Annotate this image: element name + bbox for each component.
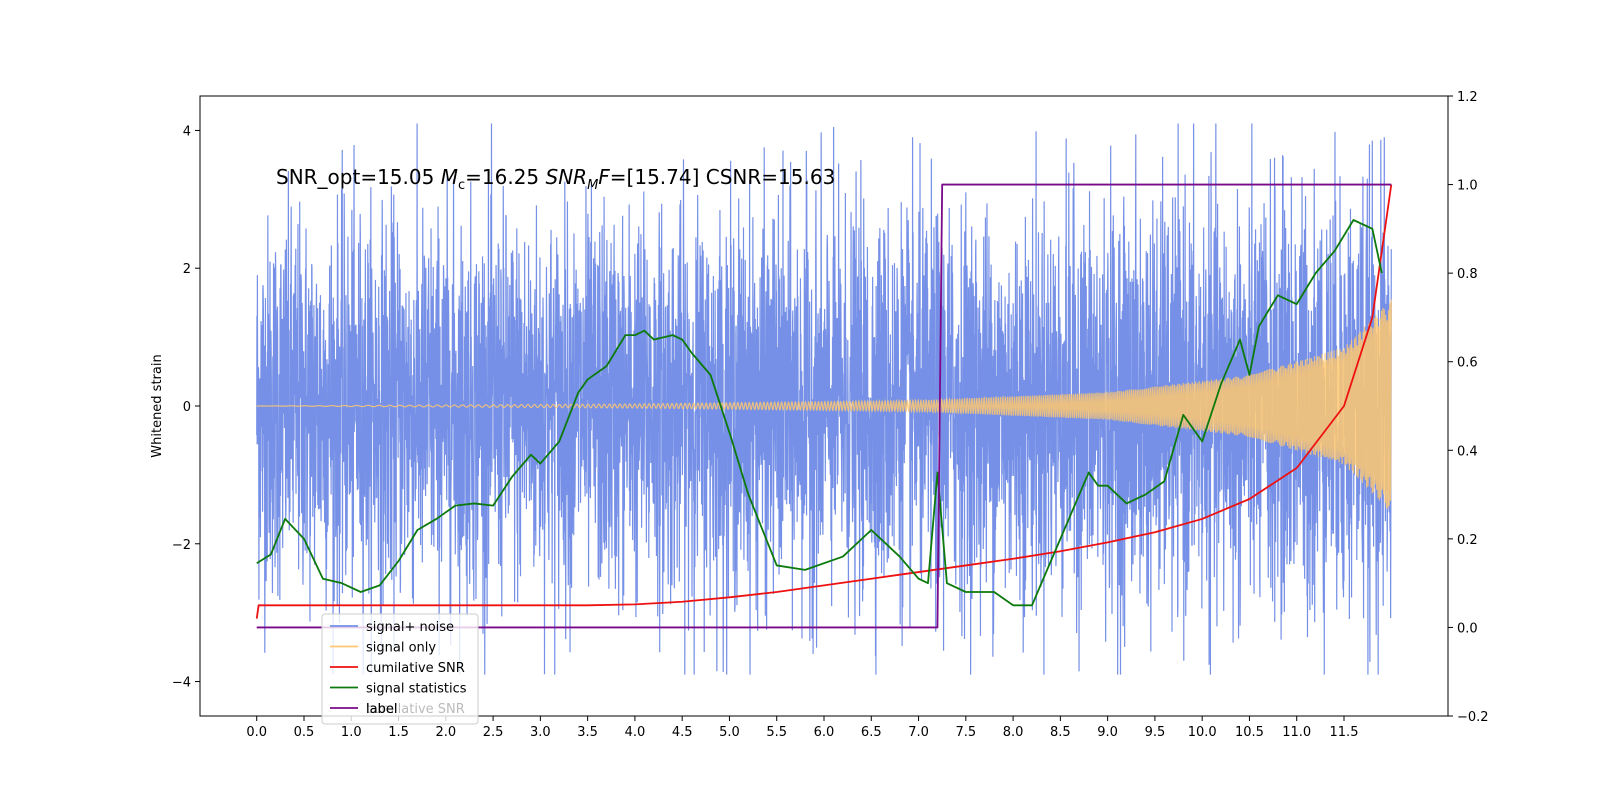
x-tick-label: 3.5 (577, 725, 598, 740)
annotation-part2: =16.25 (465, 165, 545, 189)
x-tick-label: 0.0 (246, 725, 267, 740)
legend-label: signal statistics (366, 682, 467, 697)
legend-label: signal only (366, 641, 436, 656)
y2-tick-label: 1.0 (1457, 179, 1478, 194)
x-tick-label: 5.5 (766, 725, 787, 740)
x-tick-label: 6.5 (861, 725, 882, 740)
y-tick-label: 2 (183, 262, 191, 277)
annotation-snr-symbol: SNR (546, 165, 588, 189)
annotation-part1: SNR_opt=15.05 (276, 165, 441, 189)
annotation-part3: =[15.74] CSNR=15.63 (610, 165, 836, 189)
y2-tick-label: 0.0 (1457, 621, 1478, 636)
x-tick-label: 2.0 (435, 725, 456, 740)
legend-label: signal+ noise (366, 620, 454, 635)
x-tick-label: 5.0 (719, 725, 740, 740)
y2-tick-label: 0.2 (1457, 533, 1478, 548)
y2-tick-label: 0.8 (1457, 267, 1478, 282)
x-tick-label: 9.0 (1097, 725, 1118, 740)
x-tick-label: 1.5 (388, 725, 409, 740)
annotation-snr-sub: M (587, 178, 598, 193)
legend-label-top: label (366, 702, 397, 717)
annotation-f-symbol: F (598, 165, 610, 189)
x-tick-label: 11.0 (1282, 725, 1311, 740)
legend: signal+ noise signal only cumilative SNR si… (321, 613, 479, 725)
series-signal-only-line (256, 299, 1392, 509)
y2-tick-label: 0.6 (1457, 356, 1478, 371)
y-axis-right: 1.2 1.0 0.8 0.6 0.4 0.2 0.0 −0.2 (1448, 90, 1489, 725)
x-tick-label: 3.0 (530, 725, 551, 740)
x-tick-label: 8.0 (1003, 725, 1024, 740)
x-axis: 0.0 0.5 1.0 1.5 2.0 2.5 3.0 3.5 4.0 4.5 5.0 5.5 6.0 6… (246, 716, 1358, 740)
snr-annotation: SNR_opt=15.05 Mc=16.25 SNRMF=[15.74] CSN… (276, 165, 835, 193)
x-tick-label: 4.5 (672, 725, 693, 740)
x-tick-label: 0.5 (294, 725, 315, 740)
x-tick-label: 1.0 (341, 725, 362, 740)
y-tick-label: 4 (183, 124, 191, 139)
x-tick-label: 10.5 (1235, 725, 1264, 740)
legend-label: cumilative SNR (366, 661, 465, 676)
x-tick-label: 11.5 (1330, 725, 1359, 740)
x-tick-label: 10.0 (1188, 725, 1217, 740)
y-axis-label: Whitened strain (150, 354, 165, 457)
x-tick-label: 7.5 (955, 725, 976, 740)
x-tick-label: 9.5 (1145, 725, 1166, 740)
x-tick-label: 4.0 (625, 725, 646, 740)
series-signal-statistics-line (256, 219, 1383, 607)
series-cumulative-snr-line (255, 184, 1393, 619)
y2-tick-label: 0.4 (1457, 444, 1478, 459)
y-tick-label: −2 (172, 538, 191, 553)
legend-box (321, 613, 479, 725)
x-tick-label: 2.5 (483, 725, 504, 740)
y2-tick-label: 1.2 (1457, 90, 1478, 105)
series-label-line (256, 183, 1392, 629)
legend-ghost-label: cumilative SNR (366, 702, 465, 717)
legend-label: label (366, 702, 397, 717)
annotation-mc-sub: c (458, 178, 465, 193)
x-tick-label: 8.5 (1050, 725, 1071, 740)
x-tick-label: 6.0 (814, 725, 835, 740)
y-axis-left: 4 2 0 −2 −4 (172, 124, 200, 691)
y-tick-label: 0 (183, 400, 191, 415)
y-tick-label: −4 (172, 676, 191, 691)
series-layer (255, 123, 1393, 675)
annotation-mc-symbol: M (441, 165, 458, 189)
x-tick-label: 7.0 (908, 725, 929, 740)
y2-tick-label: −0.2 (1457, 710, 1489, 725)
